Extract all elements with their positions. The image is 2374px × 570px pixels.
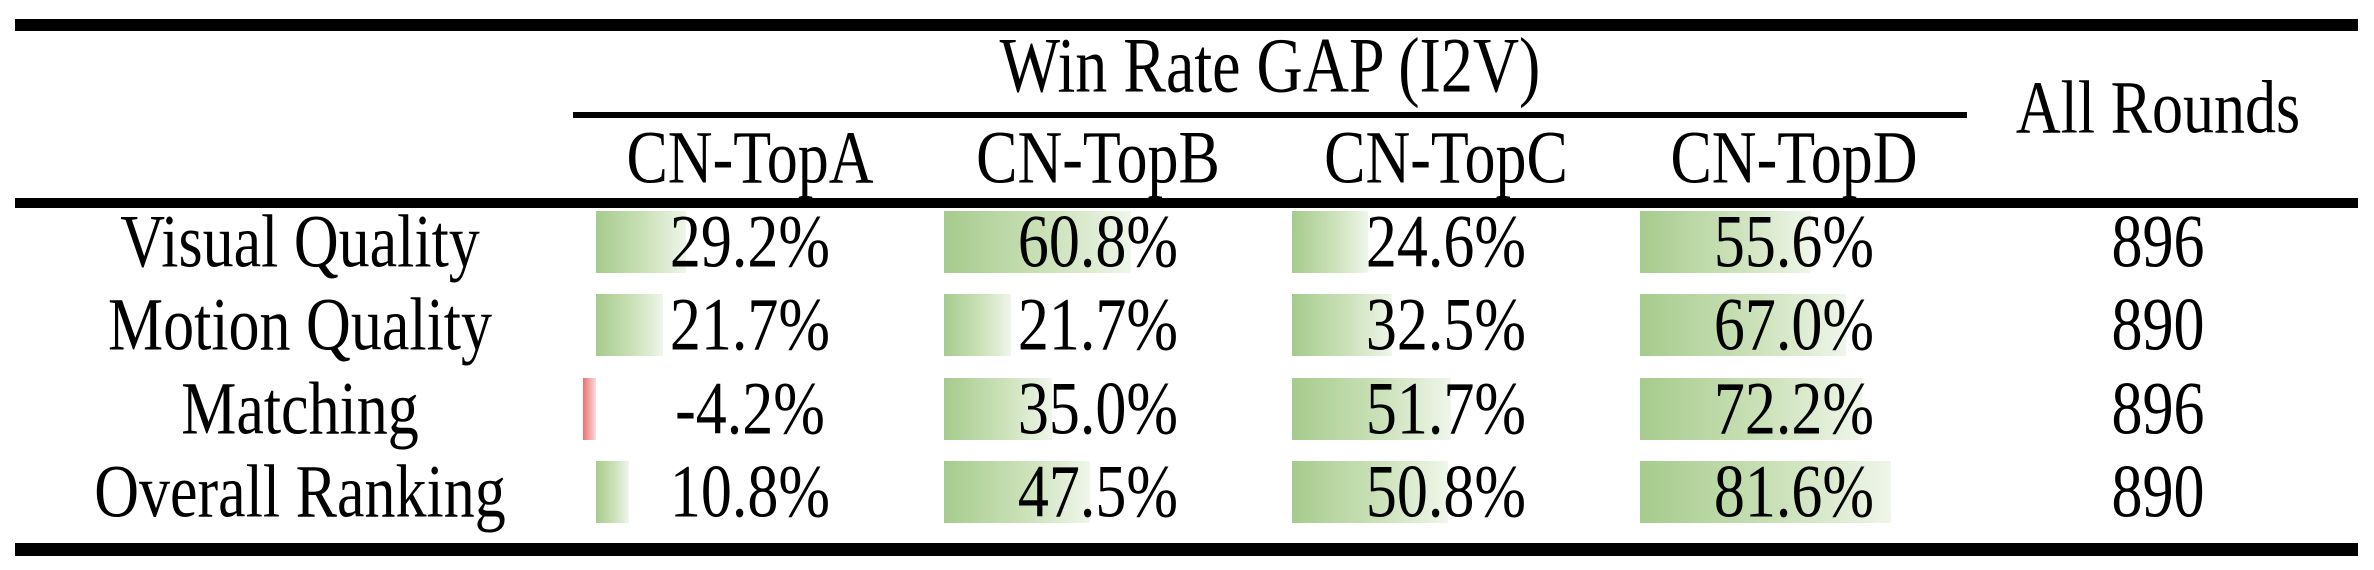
cell-value: 10.8% [669, 450, 831, 534]
row-label: Matching [181, 367, 419, 451]
header-group-title: Win Rate GAP (I2V) [999, 22, 1541, 109]
all-rounds-value: 896 [2111, 200, 2205, 284]
all-rounds-value: 890 [2111, 450, 2205, 534]
cell-value: 72.2% [1713, 367, 1875, 451]
cell-value: 29.2% [669, 200, 831, 284]
table-bottom-rule [15, 543, 2358, 556]
cell-value: 55.6% [1713, 200, 1875, 284]
table-cell: 32.5% [1292, 286, 1600, 376]
data-bar [944, 378, 1052, 440]
table-cell: 35.0% [944, 370, 1252, 460]
data-bar [1292, 378, 1451, 440]
table-cell: 55.6% [1640, 203, 1948, 293]
cell-value: 60.8% [1017, 200, 1179, 284]
cell-value: 24.6% [1365, 200, 1527, 284]
row-label: Overall Ranking [94, 450, 506, 534]
all-rounds-value: 890 [2111, 283, 2205, 367]
table-cell: 47.5% [944, 453, 1252, 543]
data-bar [1640, 378, 1862, 440]
column-header-all-rounds: All Rounds [2015, 66, 2301, 150]
data-bar [1640, 294, 1846, 356]
table-row: Visual Quality 29.2% 60.8% 24.6% 55.6% 8… [0, 203, 2374, 293]
data-bar [1292, 461, 1448, 523]
table-cell: 51.7% [1292, 370, 1600, 460]
cell-value: 21.7% [1017, 283, 1179, 367]
row-label: Motion Quality [107, 283, 493, 367]
table-cell: 72.2% [1640, 370, 1948, 460]
column-header-cn-topd: CN-TopD [1670, 116, 1918, 200]
table-cell: 81.6% [1640, 453, 1948, 543]
column-header-cn-topa: CN-TopA [626, 116, 874, 200]
cell-value: 51.7% [1365, 367, 1527, 451]
column-header-cn-topb: CN-TopB [976, 116, 1220, 200]
cell-value: 81.6% [1713, 450, 1875, 534]
table-cell: 50.8% [1292, 453, 1600, 543]
cell-value: -4.2% [675, 367, 825, 451]
column-header-cn-topc: CN-TopC [1324, 116, 1568, 200]
table-cell: 67.0% [1640, 286, 1948, 376]
data-bar [1640, 461, 1891, 523]
table-cell: 24.6% [1292, 203, 1600, 293]
data-bar [944, 294, 1011, 356]
data-bar [1292, 211, 1368, 273]
table-top-rule [15, 19, 2358, 31]
cell-value: 21.7% [669, 283, 831, 367]
table-cell: 29.2% [596, 203, 904, 293]
cell-value: 32.5% [1365, 283, 1527, 367]
row-label: Visual Quality [120, 200, 480, 284]
data-bar [944, 461, 1090, 523]
data-bar-negative [583, 378, 596, 440]
cell-value: 35.0% [1017, 367, 1179, 451]
table-row: Overall Ranking 10.8% 47.5% 50.8% 81.6% … [0, 453, 2374, 543]
header-bottom-rule [15, 198, 2358, 208]
data-bar [596, 294, 663, 356]
cell-value: 47.5% [1017, 450, 1179, 534]
data-bar [1292, 294, 1392, 356]
data-bar [596, 211, 686, 273]
table-cell: 10.8% [596, 453, 904, 543]
table-cell: 21.7% [596, 286, 904, 376]
table-row: Matching -4.2% 35.0% 51.7% 72.2% 896 [0, 370, 2374, 460]
table-cell: -4.2% [583, 370, 904, 460]
table-cell: 60.8% [944, 203, 1252, 293]
data-bar [944, 211, 1131, 273]
cell-value: 67.0% [1713, 283, 1875, 367]
data-bar [596, 461, 629, 523]
cell-value: 50.8% [1365, 450, 1527, 534]
table-cell: 21.7% [944, 286, 1252, 376]
table-row: Motion Quality 21.7% 21.7% 32.5% 67.0% 8… [0, 286, 2374, 376]
data-bar [1640, 211, 1811, 273]
header-group-underline-rule [573, 112, 1967, 118]
all-rounds-value: 896 [2111, 367, 2205, 451]
